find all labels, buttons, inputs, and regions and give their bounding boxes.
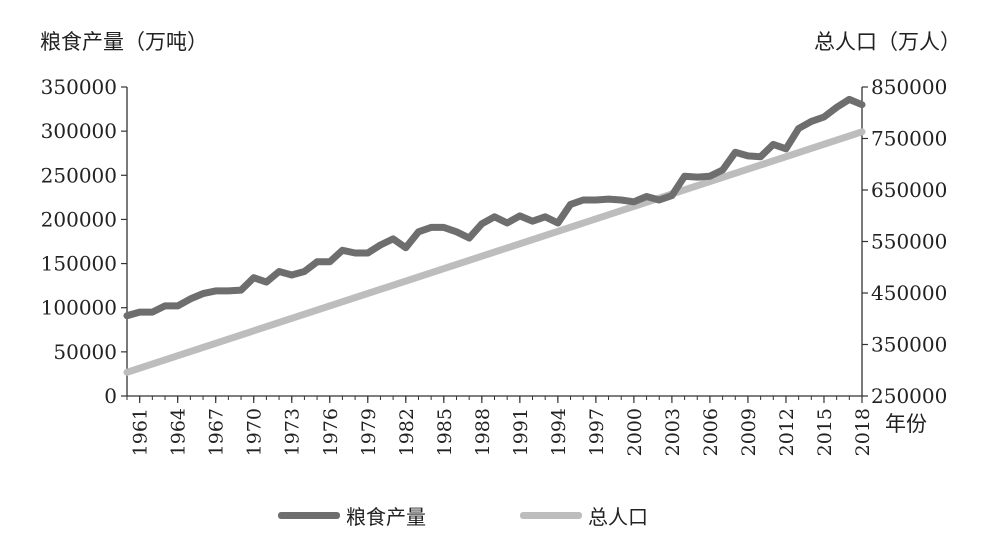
right-tick-label: 550000: [871, 230, 947, 254]
x-tick-label: 1973: [282, 408, 304, 456]
legend-label-total-population: 总人口: [588, 505, 648, 529]
x-tick-label: 2012: [776, 408, 798, 456]
series-line-grain-output: [123, 95, 866, 320]
left-tick-label: 0: [104, 384, 117, 408]
left-tick-label: 350000: [41, 75, 117, 99]
x-tick-label: 1985: [434, 408, 456, 456]
right-tick-label: 750000: [871, 127, 947, 151]
x-tick-label: 1961: [130, 408, 152, 456]
legend-item-total-population: 总人口: [520, 501, 648, 530]
series-layer: [123, 95, 866, 376]
x-tick-label: 2000: [624, 408, 646, 456]
x-tick-label: 2018: [852, 408, 874, 456]
x-tick-label: 2006: [700, 408, 722, 456]
left-tick-label: 150000: [41, 252, 117, 276]
x-tick-label: 1976: [320, 408, 342, 456]
x-tick-label: 2003: [662, 408, 684, 456]
left-tick-label: 100000: [41, 296, 117, 320]
left-tick-label: 250000: [41, 163, 117, 187]
axes-group: [126, 87, 863, 397]
right-tick-label: 450000: [871, 281, 947, 305]
x-tick-label: 1982: [396, 408, 418, 456]
x-tick-label: 2015: [814, 408, 836, 456]
left-tick-label: 300000: [41, 119, 117, 143]
x-tick-label: 1967: [206, 408, 228, 456]
legend-swatch-total-population: [520, 512, 582, 519]
x-tick-label: 1964: [168, 408, 190, 456]
left-tick-label: 50000: [53, 340, 117, 364]
x-tick-label: 1970: [244, 408, 266, 456]
right-tick-label: 650000: [871, 178, 947, 202]
x-tick-label: 1988: [472, 408, 494, 456]
ticks-layer: 0 50000 100000 150000 200000 250000 300000 3500…: [41, 75, 948, 456]
right-tick-label: 250000: [871, 384, 947, 408]
legend-item-grain-output: 粮食产量: [278, 501, 426, 530]
left-axis-title: 粮食产量（万吨）: [40, 30, 208, 54]
x-tick-label: 1991: [510, 408, 532, 456]
x-tick-label: 1997: [586, 408, 608, 456]
x-axis-title: 年份: [885, 412, 927, 436]
legend-swatch-grain-output: [278, 512, 340, 519]
x-tick-label: 1994: [548, 408, 570, 456]
series-line-total-population: [123, 128, 866, 376]
x-tick-label: 1979: [358, 408, 380, 456]
x-tick-label: 2009: [738, 408, 760, 456]
right-axis-title: 总人口（万人）: [814, 30, 961, 54]
right-tick-label: 850000: [871, 75, 947, 99]
right-tick-label: 350000: [871, 333, 947, 357]
legend-label-grain-output: 粮食产量: [346, 505, 426, 529]
left-tick-label: 200000: [41, 207, 117, 231]
